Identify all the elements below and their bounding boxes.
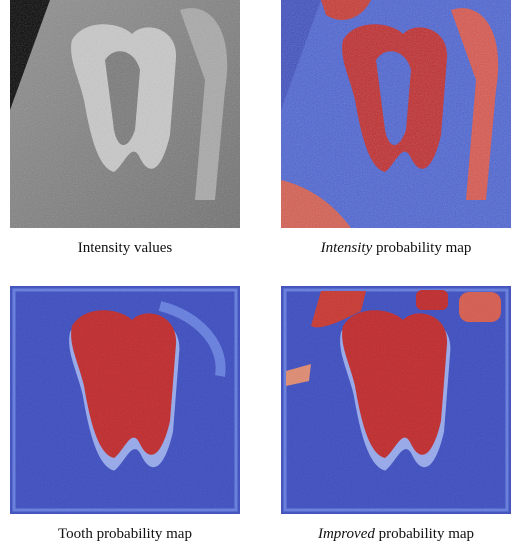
caption-emphasis: Intensity <box>321 240 373 256</box>
panel: Intensity probability map <box>281 0 511 228</box>
figure: {"panels": [ {"caption_emphasis": null, … <box>0 0 511 550</box>
intensity-probability-image <box>281 0 511 228</box>
caption: Improved probability map <box>271 526 511 543</box>
caption-text: Intensity values <box>78 240 173 256</box>
caption-text: probability map <box>379 526 474 542</box>
panel: Intensity values <box>10 0 240 228</box>
caption: Intensity values <box>0 240 250 257</box>
intensity-image <box>10 0 240 228</box>
caption-text: Tooth probability map <box>58 526 192 542</box>
caption: Intensity probability map <box>271 240 511 257</box>
caption: Tooth probability map <box>0 526 250 543</box>
caption-emphasis: Improved <box>318 526 375 542</box>
panel: Improved probability map <box>281 286 511 514</box>
panel: Tooth probability map <box>10 286 240 514</box>
improved-probability-image <box>281 286 511 514</box>
tooth-probability-image <box>10 286 240 514</box>
caption-text: probability map <box>376 240 471 256</box>
